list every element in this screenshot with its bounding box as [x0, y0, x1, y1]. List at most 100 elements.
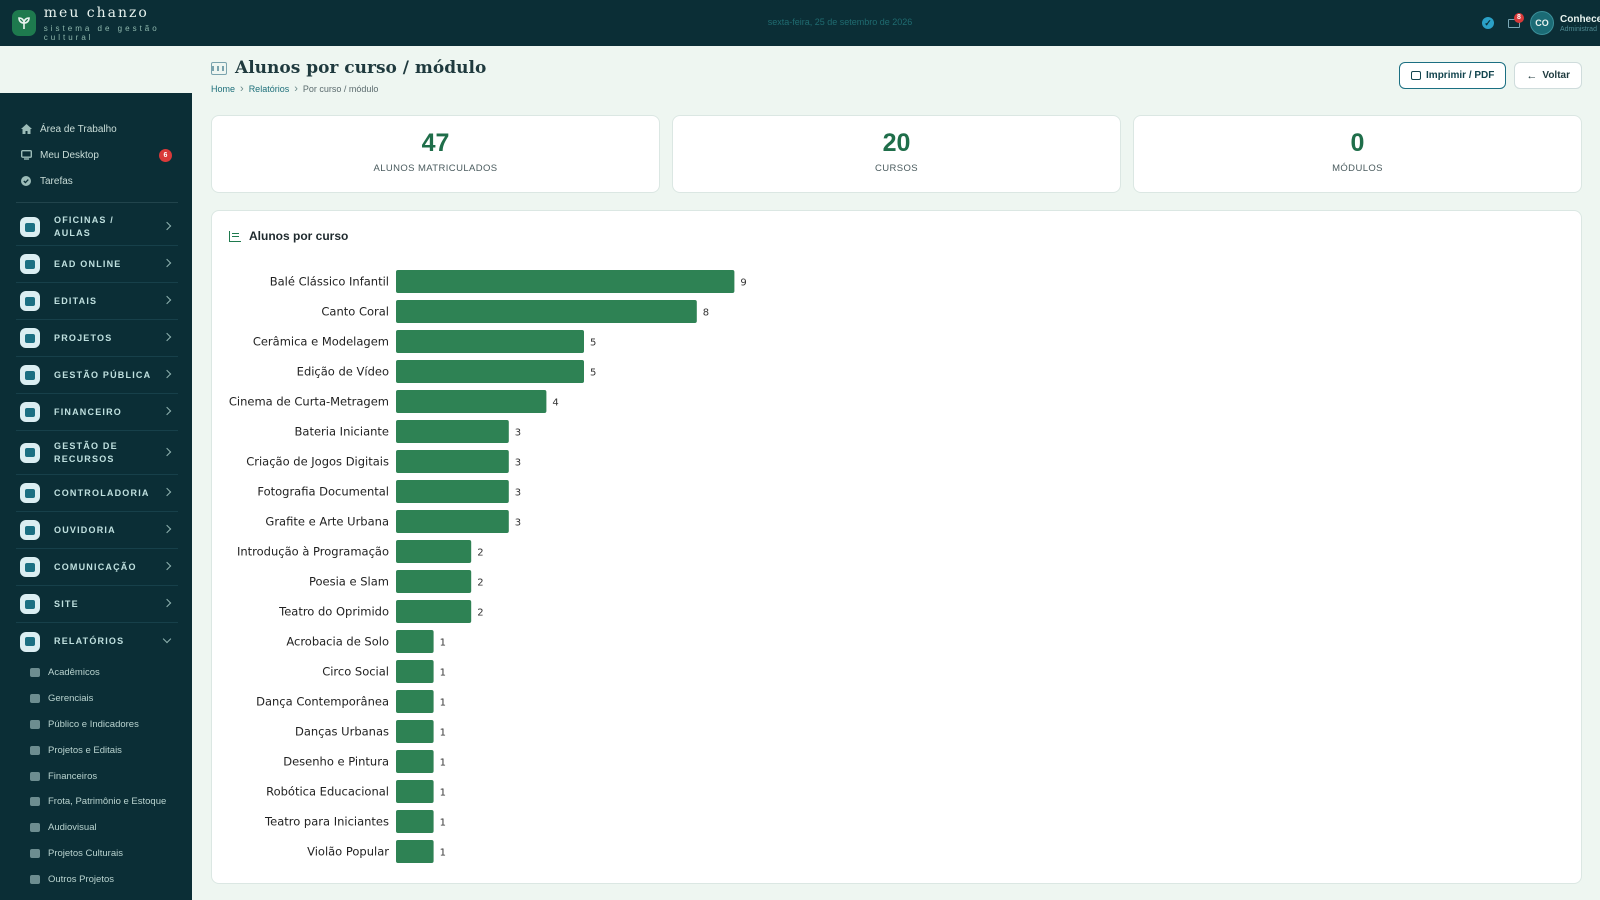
sidebar-subitem-projetos-editais[interactable]: Projetos e Editais [30, 737, 178, 763]
bar[interactable] [396, 810, 434, 833]
sidebar-subitem-gerenciais[interactable]: Gerenciais [30, 686, 178, 712]
breadcrumb-relatorios[interactable]: Relatórios [248, 84, 290, 94]
sidebar-subitem-label: Projetos e Editais [48, 744, 122, 756]
bar[interactable] [396, 360, 584, 383]
report-icon [211, 61, 227, 75]
sidebar-divider [16, 202, 178, 203]
sidebar-subitem-academicos[interactable]: Acadêmicos [30, 660, 178, 686]
sidebar-subitem-frota[interactable]: Frota, Patrimônio e Estoque [30, 789, 178, 815]
bar[interactable] [396, 690, 434, 713]
bar[interactable] [396, 270, 735, 293]
brand[interactable]: meu chanzo sistema de gestão cultural [0, 5, 200, 42]
bar[interactable] [396, 600, 472, 623]
stat-card-modulos: 0 MÓDULOS [1133, 115, 1582, 193]
chevron-right-icon [162, 561, 172, 571]
print-button-label: Imprimir / PDF [1426, 70, 1495, 81]
verified-check-icon[interactable]: ✓ [1482, 17, 1494, 29]
check-circle-icon [20, 176, 32, 186]
stat-card-cursos: 20 CURSOS [672, 115, 1121, 193]
bar[interactable] [396, 510, 509, 533]
back-button[interactable]: ← Voltar [1514, 62, 1582, 89]
sidebar-section-gestao-publica[interactable]: GESTÃO PÚBLICA [16, 357, 178, 394]
sidebar-section-controladoria[interactable]: CONTROLADORIA [16, 475, 178, 512]
breadcrumb: Home › Relatórios › Por curso / módulo [211, 83, 486, 94]
home-icon [20, 124, 32, 134]
globe-icon [20, 594, 40, 614]
sidebar-subitem-publico[interactable]: Público e Indicadores [30, 712, 178, 738]
sidebar-section-editais[interactable]: EDITAIS [16, 283, 178, 320]
bar-chart-icon [229, 230, 241, 242]
chevron-right-icon [162, 406, 172, 416]
breadcrumb-current: Por curso / módulo [302, 84, 379, 94]
sidebar-subitem-label: Gerenciais [48, 693, 94, 705]
data-label: 2 [477, 578, 483, 589]
bar[interactable] [396, 300, 697, 323]
sidebar-section-projetos[interactable]: PROJETOS [16, 320, 178, 357]
stat-card-alunos: 47 ALUNOS MATRICULADOS [211, 115, 660, 193]
classroom-icon [20, 217, 40, 237]
category-label: Criação de Jogos Digitais [246, 455, 389, 469]
building-icon [20, 365, 40, 385]
breadcrumb-home[interactable]: Home [211, 84, 236, 94]
bar[interactable] [396, 330, 584, 353]
bar[interactable] [396, 840, 434, 863]
category-label: Teatro para Iniciantes [264, 815, 389, 829]
chevron-right-icon [162, 295, 172, 305]
data-label: 1 [440, 668, 446, 679]
sidebar-item-meu-desktop[interactable]: Meu Desktop 6 [16, 142, 178, 168]
data-label: 2 [477, 608, 483, 619]
boxes-icon [30, 797, 40, 807]
data-label: 3 [515, 518, 521, 529]
sidebar-subitem-audiovisual[interactable]: Audiovisual [30, 815, 178, 841]
bar[interactable] [396, 720, 434, 743]
page-title: Alunos por curso / módulo [235, 58, 487, 78]
data-label: 3 [515, 428, 521, 439]
bar[interactable] [396, 660, 434, 683]
sidebar-section-gestao-recursos[interactable]: GESTÃO DE RECURSOS [16, 431, 178, 475]
current-date: sexta-feira, 25 de setembro de 2026 [767, 17, 913, 27]
bar[interactable] [396, 630, 434, 653]
avatar[interactable]: CO [1530, 11, 1554, 35]
category-label: Danças Urbanas [295, 725, 389, 739]
bar[interactable] [396, 750, 434, 773]
bar[interactable] [396, 480, 509, 503]
coins-icon [30, 771, 40, 781]
category-label: Introdução à Programação [237, 545, 389, 559]
sidebar-section-ead[interactable]: EAD ONLINE [16, 246, 178, 283]
megaphone-icon [20, 520, 40, 540]
bar[interactable] [396, 450, 509, 473]
chevron-right-icon [162, 332, 172, 342]
category-label: Poesia e Slam [309, 575, 389, 589]
mail-button[interactable]: 8 [1508, 13, 1524, 29]
sidebar-section-ouvidoria[interactable]: OUVIDORIA [16, 512, 178, 549]
bar[interactable] [396, 420, 509, 443]
sidebar-subitem-outros[interactable]: Outros Projetos [30, 866, 178, 892]
sidebar-section-financeiro[interactable]: FINANCEIRO [16, 394, 178, 431]
bar[interactable] [396, 570, 472, 593]
sidebar-section-relatorios[interactable]: RELATÓRIOS [16, 623, 178, 660]
chevron-right-icon [162, 447, 172, 456]
shield-icon [20, 483, 40, 503]
sidebar-section-label: COMUNICAÇÃO [54, 561, 137, 572]
bar[interactable] [396, 390, 547, 413]
chevron-right-icon [162, 258, 172, 268]
sidebar-item-area-de-trabalho[interactable]: Área de Trabalho [16, 116, 178, 142]
bar[interactable] [396, 780, 434, 803]
sidebar-subitem-projetos-culturais[interactable]: Projetos Culturais [30, 841, 178, 867]
print-button[interactable]: Imprimir / PDF [1399, 62, 1507, 89]
sidebar-subitem-label: Outros Projetos [48, 873, 114, 885]
sidebar-section-oficinas[interactable]: OFICINAS / AULAS [16, 209, 178, 246]
bar[interactable] [396, 540, 472, 563]
chevron-right-icon [162, 598, 172, 608]
sidebar-section-site[interactable]: SITE [16, 586, 178, 623]
sidebar-subitem-financeiros[interactable]: Financeiros [30, 763, 178, 789]
data-label: 4 [552, 398, 558, 409]
sidebar-section-comunicacao[interactable]: COMUNICAÇÃO [16, 549, 178, 586]
reports-submenu: Acadêmicos Gerenciais Público e Indicado… [16, 660, 178, 892]
monitor-icon [20, 150, 32, 160]
user-menu[interactable]: Conhece Administrad [1560, 14, 1600, 33]
data-label: 1 [440, 638, 446, 649]
desktop-count-badge: 6 [159, 149, 172, 162]
sidebar-item-tarefas[interactable]: Tarefas [16, 168, 178, 194]
online-course-icon [20, 254, 40, 274]
